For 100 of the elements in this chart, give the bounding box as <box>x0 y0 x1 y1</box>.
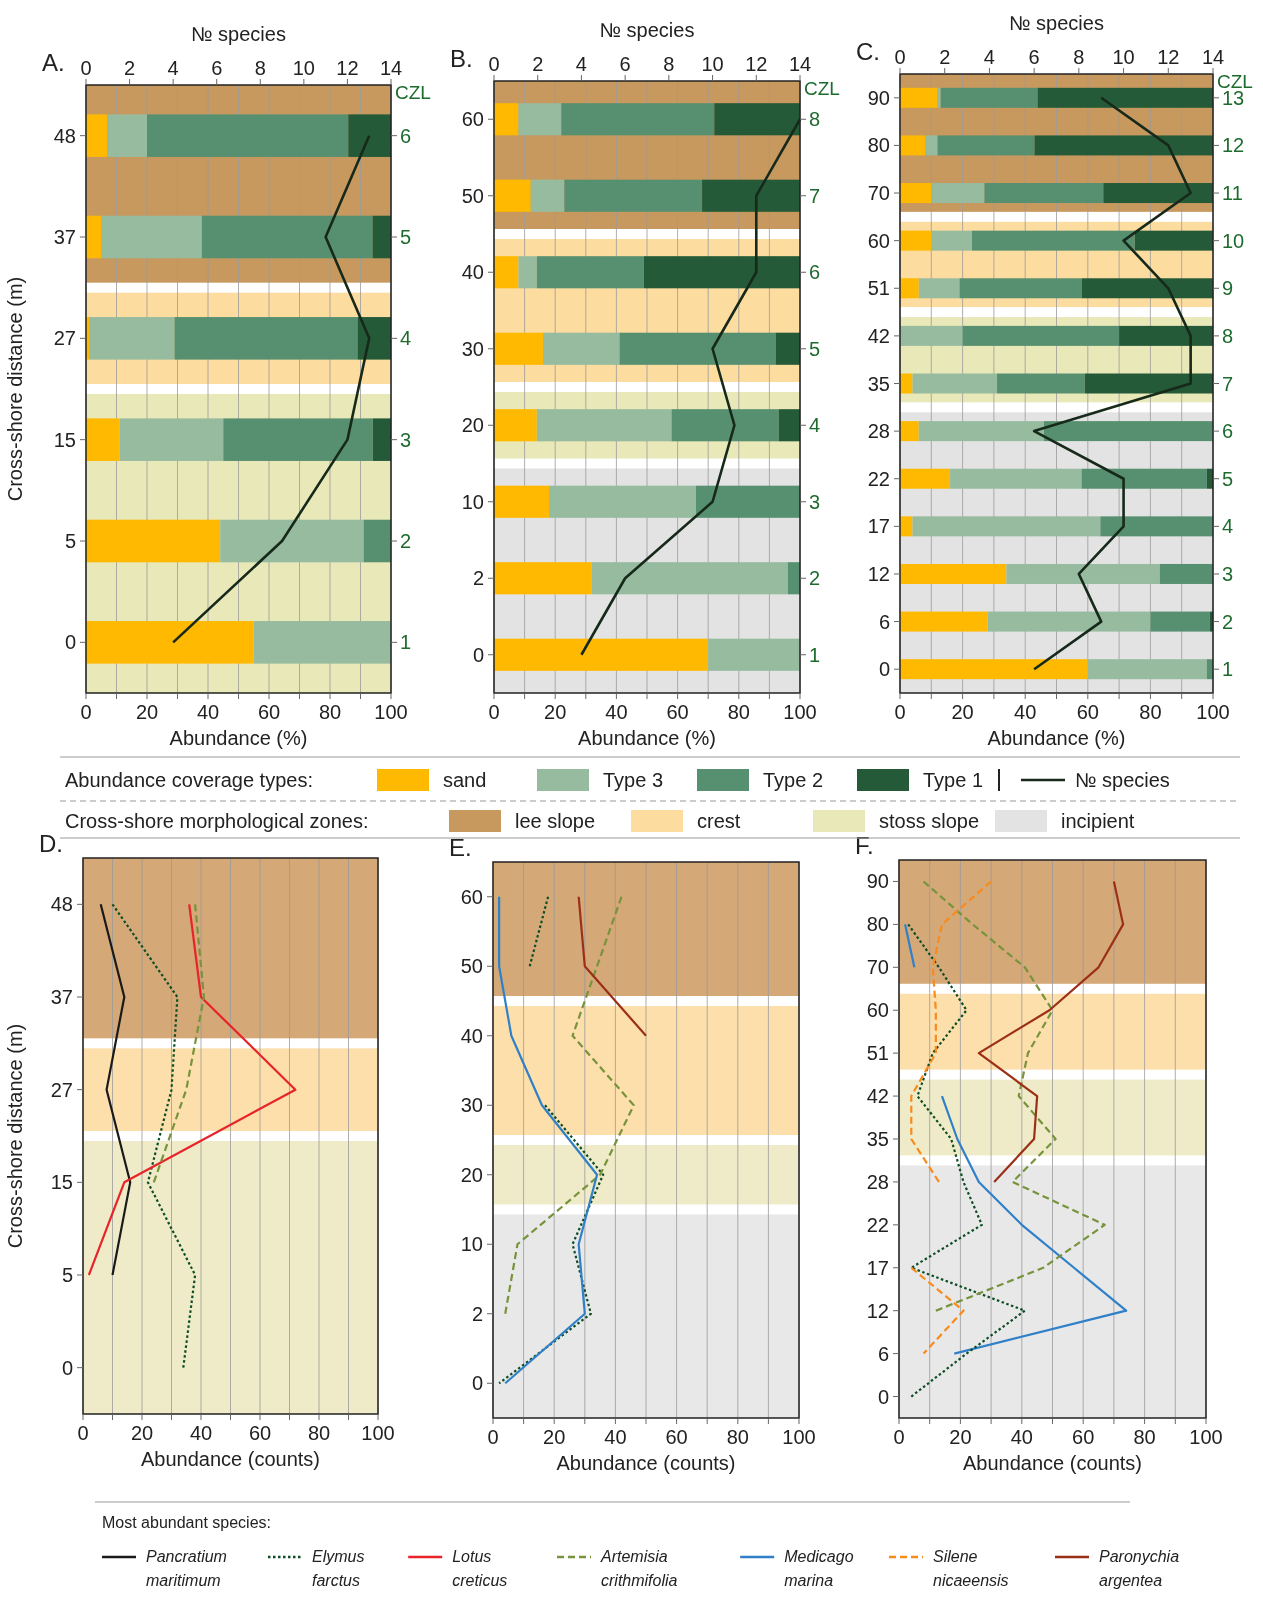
bar <box>86 418 120 461</box>
y-tick-label: 22 <box>867 467 890 490</box>
x2-axis-title: № species <box>191 23 286 45</box>
x-tick-label: 80 <box>318 701 342 723</box>
y-tick-label: 17 <box>866 1256 889 1279</box>
bar <box>1034 135 1213 156</box>
x-tick-label: 20 <box>135 701 159 723</box>
bar <box>1006 563 1160 584</box>
x2-tick-label: 12 <box>745 53 768 75</box>
x2-axis-title: № species <box>599 19 695 41</box>
bar <box>918 278 960 299</box>
x2-tick-label: 2 <box>124 57 136 79</box>
x-tick-label: 80 <box>307 1422 331 1444</box>
bar <box>937 87 941 108</box>
text: 6 <box>1222 420 1234 443</box>
x-tick-label: 80 <box>1139 701 1162 723</box>
bar <box>363 519 391 563</box>
bar <box>900 230 932 251</box>
legend-label: Type 1 <box>923 769 984 791</box>
bar <box>900 659 1088 680</box>
bar <box>708 638 800 671</box>
text: 4 <box>809 414 821 437</box>
y-tick-label: 70 <box>867 182 890 205</box>
x-tick-label: 100 <box>782 1426 816 1448</box>
x-tick-label: 40 <box>196 701 220 723</box>
y-tick-label: 5 <box>61 1264 73 1286</box>
bar <box>962 325 1120 346</box>
bar <box>1119 325 1213 346</box>
legend-label: sand <box>443 769 487 791</box>
bar <box>900 135 926 156</box>
text: 3 <box>1222 562 1234 585</box>
y-tick-label: 90 <box>866 870 889 893</box>
legend-label: Silene nicaeensis <box>933 1548 1009 1589</box>
chart-title: C. <box>856 38 880 65</box>
y-tick-label: 0 <box>471 1372 483 1395</box>
text: 1 <box>809 643 821 666</box>
x-tick-label: 20 <box>543 1426 566 1448</box>
x-axis-title: Abundance (%) <box>169 727 308 749</box>
y-tick-label: 20 <box>460 1163 483 1186</box>
x2-tick-label: 6 <box>211 57 223 79</box>
y-tick-label: 22 <box>866 1213 889 1236</box>
legend-title: Abundance coverage types: <box>65 769 313 791</box>
x-tick-label: 20 <box>949 1426 972 1448</box>
bar <box>357 317 391 360</box>
bar <box>348 114 391 157</box>
legend-label: incipient <box>1061 810 1135 832</box>
y-tick-label: 80 <box>866 913 889 936</box>
text: 3 <box>400 428 412 451</box>
y-tick-label: 0 <box>877 1385 889 1408</box>
text: 2 <box>1222 610 1234 633</box>
text: 2 <box>400 530 412 552</box>
text: 8 <box>1222 324 1234 347</box>
bar <box>900 516 913 537</box>
y-tick-label: 0 <box>64 631 76 654</box>
bar <box>702 179 800 212</box>
x-tick-label: 60 <box>248 1422 272 1444</box>
bar <box>1081 468 1207 489</box>
y-tick-label: 6 <box>878 610 890 633</box>
bar <box>494 256 519 289</box>
y2-axis-title: CZL <box>395 82 431 103</box>
legend-label: Pancratium maritimum <box>146 1548 227 1589</box>
text: 4 <box>1222 515 1234 538</box>
y-tick-label: 6 <box>877 1342 889 1365</box>
legend-label: Lotus creticus <box>452 1548 508 1589</box>
legend-label: Paronychia argentea <box>1099 1548 1180 1589</box>
bar <box>971 230 1135 251</box>
y-tick-label: 60 <box>867 229 890 252</box>
x-tick-label: 0 <box>488 701 500 723</box>
bar <box>494 562 592 595</box>
y-tick-label: 15 <box>50 1171 73 1194</box>
x-tick-label: 20 <box>130 1422 154 1444</box>
chart-title: D. <box>39 830 63 857</box>
text: 7 <box>1222 372 1234 395</box>
legend-label: № species <box>1075 769 1170 791</box>
x2-tick-label: 10 <box>701 53 724 75</box>
x2-tick-label: 0 <box>894 46 906 68</box>
y-tick-label: 42 <box>866 1085 889 1108</box>
bar <box>900 325 963 346</box>
text: 5 <box>400 226 412 248</box>
y-tick-label: 35 <box>866 1128 889 1150</box>
bar <box>86 215 102 259</box>
bar <box>1087 659 1207 680</box>
legend-label: Artemisia crithmifolia <box>600 1548 678 1589</box>
y-tick-label: 48 <box>50 893 73 916</box>
bar <box>931 230 972 251</box>
y-tick-label: 51 <box>867 277 890 300</box>
bar <box>372 215 391 259</box>
bar <box>536 409 672 442</box>
y-tick-label: 0 <box>878 658 890 681</box>
bar <box>714 103 800 136</box>
bar <box>86 114 108 157</box>
bar <box>518 103 562 136</box>
bar <box>900 373 913 394</box>
x2-tick-label: 10 <box>1112 46 1135 68</box>
x2-tick-label: 4 <box>983 46 995 68</box>
bar <box>643 256 800 289</box>
bar <box>147 114 349 157</box>
bar <box>775 332 800 365</box>
bar <box>900 87 938 108</box>
legend-label: stoss slope <box>879 810 980 832</box>
